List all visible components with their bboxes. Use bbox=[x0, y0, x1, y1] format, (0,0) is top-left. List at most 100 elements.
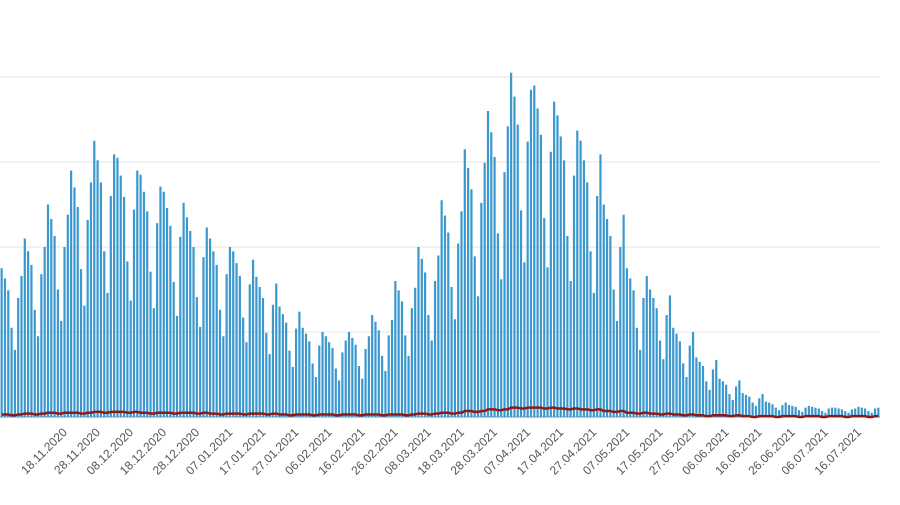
bar bbox=[20, 275, 23, 417]
bar bbox=[566, 235, 569, 417]
bar bbox=[430, 340, 433, 417]
bar bbox=[400, 301, 404, 417]
bar bbox=[218, 309, 222, 417]
bar bbox=[526, 141, 529, 417]
bar bbox=[496, 233, 499, 417]
bar bbox=[33, 309, 36, 417]
bar bbox=[185, 217, 189, 417]
bar bbox=[324, 336, 327, 417]
bar bbox=[648, 289, 652, 417]
bar bbox=[675, 333, 678, 417]
bar bbox=[208, 238, 212, 417]
bar bbox=[864, 408, 867, 417]
bar bbox=[50, 218, 53, 417]
bar bbox=[182, 202, 185, 417]
bar bbox=[513, 96, 516, 418]
bar bbox=[556, 115, 559, 417]
bar bbox=[473, 256, 476, 417]
bar bbox=[619, 247, 622, 417]
bar bbox=[73, 187, 76, 417]
bar bbox=[93, 140, 96, 417]
bar bbox=[89, 182, 93, 417]
bar bbox=[212, 251, 215, 417]
bar bbox=[559, 136, 562, 417]
bar bbox=[635, 327, 638, 417]
bar bbox=[695, 357, 698, 417]
bar bbox=[830, 407, 834, 417]
bar bbox=[344, 340, 347, 417]
line bbox=[1, 406, 879, 419]
bar bbox=[63, 247, 66, 417]
bar bbox=[523, 262, 526, 417]
bar bbox=[493, 156, 496, 417]
bar bbox=[23, 238, 26, 417]
bar bbox=[483, 162, 486, 417]
bar bbox=[582, 160, 586, 418]
bar bbox=[688, 345, 691, 417]
bar bbox=[331, 348, 334, 417]
bar bbox=[116, 157, 119, 417]
bar bbox=[374, 321, 377, 417]
bar bbox=[66, 214, 69, 417]
bar bbox=[529, 89, 533, 417]
bar bbox=[397, 290, 400, 417]
bar bbox=[642, 298, 645, 417]
bar bbox=[169, 225, 172, 417]
bar bbox=[761, 394, 764, 417]
bar bbox=[751, 402, 754, 417]
bar bbox=[410, 308, 413, 417]
bar bbox=[665, 315, 668, 417]
bar bbox=[698, 361, 701, 417]
bar bbox=[764, 401, 767, 417]
bar bbox=[622, 214, 625, 417]
bar bbox=[318, 345, 321, 417]
bar bbox=[27, 251, 30, 417]
bar bbox=[195, 297, 198, 417]
bar bbox=[251, 259, 255, 417]
bar bbox=[682, 363, 685, 417]
bar bbox=[202, 257, 205, 417]
bar bbox=[159, 186, 162, 417]
bar bbox=[384, 371, 387, 417]
bar bbox=[271, 304, 275, 417]
bar bbox=[103, 251, 106, 417]
bar bbox=[43, 247, 46, 417]
bar bbox=[877, 407, 880, 417]
bar bbox=[0, 268, 3, 417]
bar bbox=[162, 191, 165, 417]
bar bbox=[562, 160, 566, 418]
bar bbox=[275, 283, 278, 417]
bar bbox=[56, 289, 59, 417]
bar bbox=[589, 251, 592, 417]
bar bbox=[605, 218, 609, 417]
bar bbox=[328, 342, 331, 417]
bar bbox=[122, 196, 126, 417]
bar bbox=[797, 410, 801, 417]
bar bbox=[281, 314, 284, 417]
bar bbox=[129, 300, 132, 417]
bar bbox=[612, 289, 615, 417]
bar bbox=[258, 286, 261, 417]
bar bbox=[367, 336, 370, 417]
bar bbox=[453, 319, 456, 417]
bar bbox=[549, 151, 552, 418]
bar bbox=[291, 366, 294, 417]
bar bbox=[847, 412, 850, 417]
bar bbox=[771, 404, 774, 417]
bar bbox=[655, 308, 658, 417]
bar bbox=[817, 408, 820, 417]
bar bbox=[420, 258, 423, 417]
bar bbox=[165, 207, 169, 417]
bar bbox=[298, 311, 301, 417]
bar bbox=[450, 286, 453, 417]
bar bbox=[569, 281, 572, 417]
bar bbox=[215, 264, 218, 417]
bar bbox=[199, 326, 202, 417]
bar bbox=[86, 219, 89, 417]
bar bbox=[407, 355, 410, 417]
bar bbox=[506, 126, 509, 418]
bar bbox=[40, 274, 43, 417]
bar bbox=[678, 341, 681, 417]
bar bbox=[602, 204, 605, 417]
